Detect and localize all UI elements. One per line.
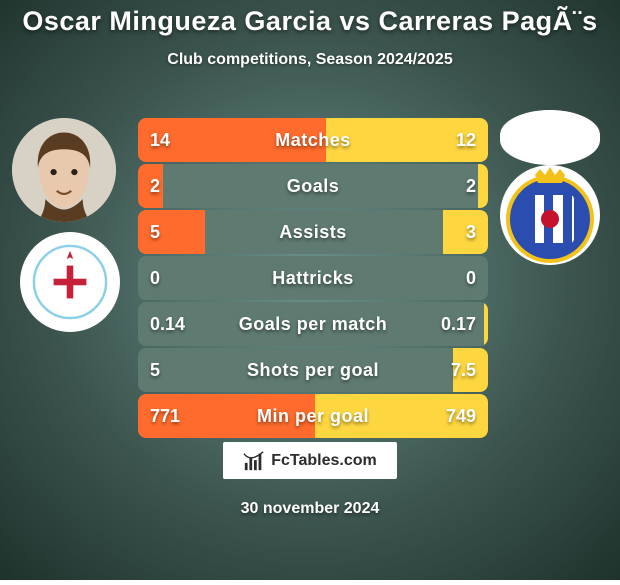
stat-label: Goals [138,164,488,208]
stat-label: Goals per match [138,302,488,346]
stat-row: 1412Matches [138,118,488,162]
celta-crest-icon [29,241,111,323]
page-title: Oscar Mingueza Garcia vs Carreras PagÃ¨s [0,6,620,37]
stat-row: 00Hattricks [138,256,488,300]
stat-label: Shots per goal [138,348,488,392]
stat-label: Min per goal [138,394,488,438]
content: Oscar Mingueza Garcia vs Carreras PagÃ¨s… [0,0,620,580]
stat-label: Hattricks [138,256,488,300]
stat-row: 53Assists [138,210,488,254]
player1-avatar-svg [12,118,116,222]
stat-row: 0.140.17Goals per match [138,302,488,346]
stat-label: Assists [138,210,488,254]
watermark: FcTables.com [223,442,397,479]
player1-avatar [12,118,116,222]
player2-avatar [500,110,600,165]
chart-bars-icon [243,450,265,472]
stat-label: Matches [138,118,488,162]
espanyol-crest-icon [500,165,600,265]
player2-avatar-svg [500,110,600,165]
stat-bars: 1412Matches22Goals53Assists00Hattricks0.… [138,118,488,440]
subtitle: Club competitions, Season 2024/2025 [0,51,620,69]
watermark-text: FcTables.com [271,452,377,470]
player2-column [494,110,612,265]
player2-crest [500,165,600,265]
stat-row: 22Goals [138,164,488,208]
date-text: 30 november 2024 [0,500,620,518]
player1-crest [20,232,120,332]
player1-column [8,118,126,332]
stat-row: 771749Min per goal [138,394,488,438]
stat-row: 57.5Shots per goal [138,348,488,392]
